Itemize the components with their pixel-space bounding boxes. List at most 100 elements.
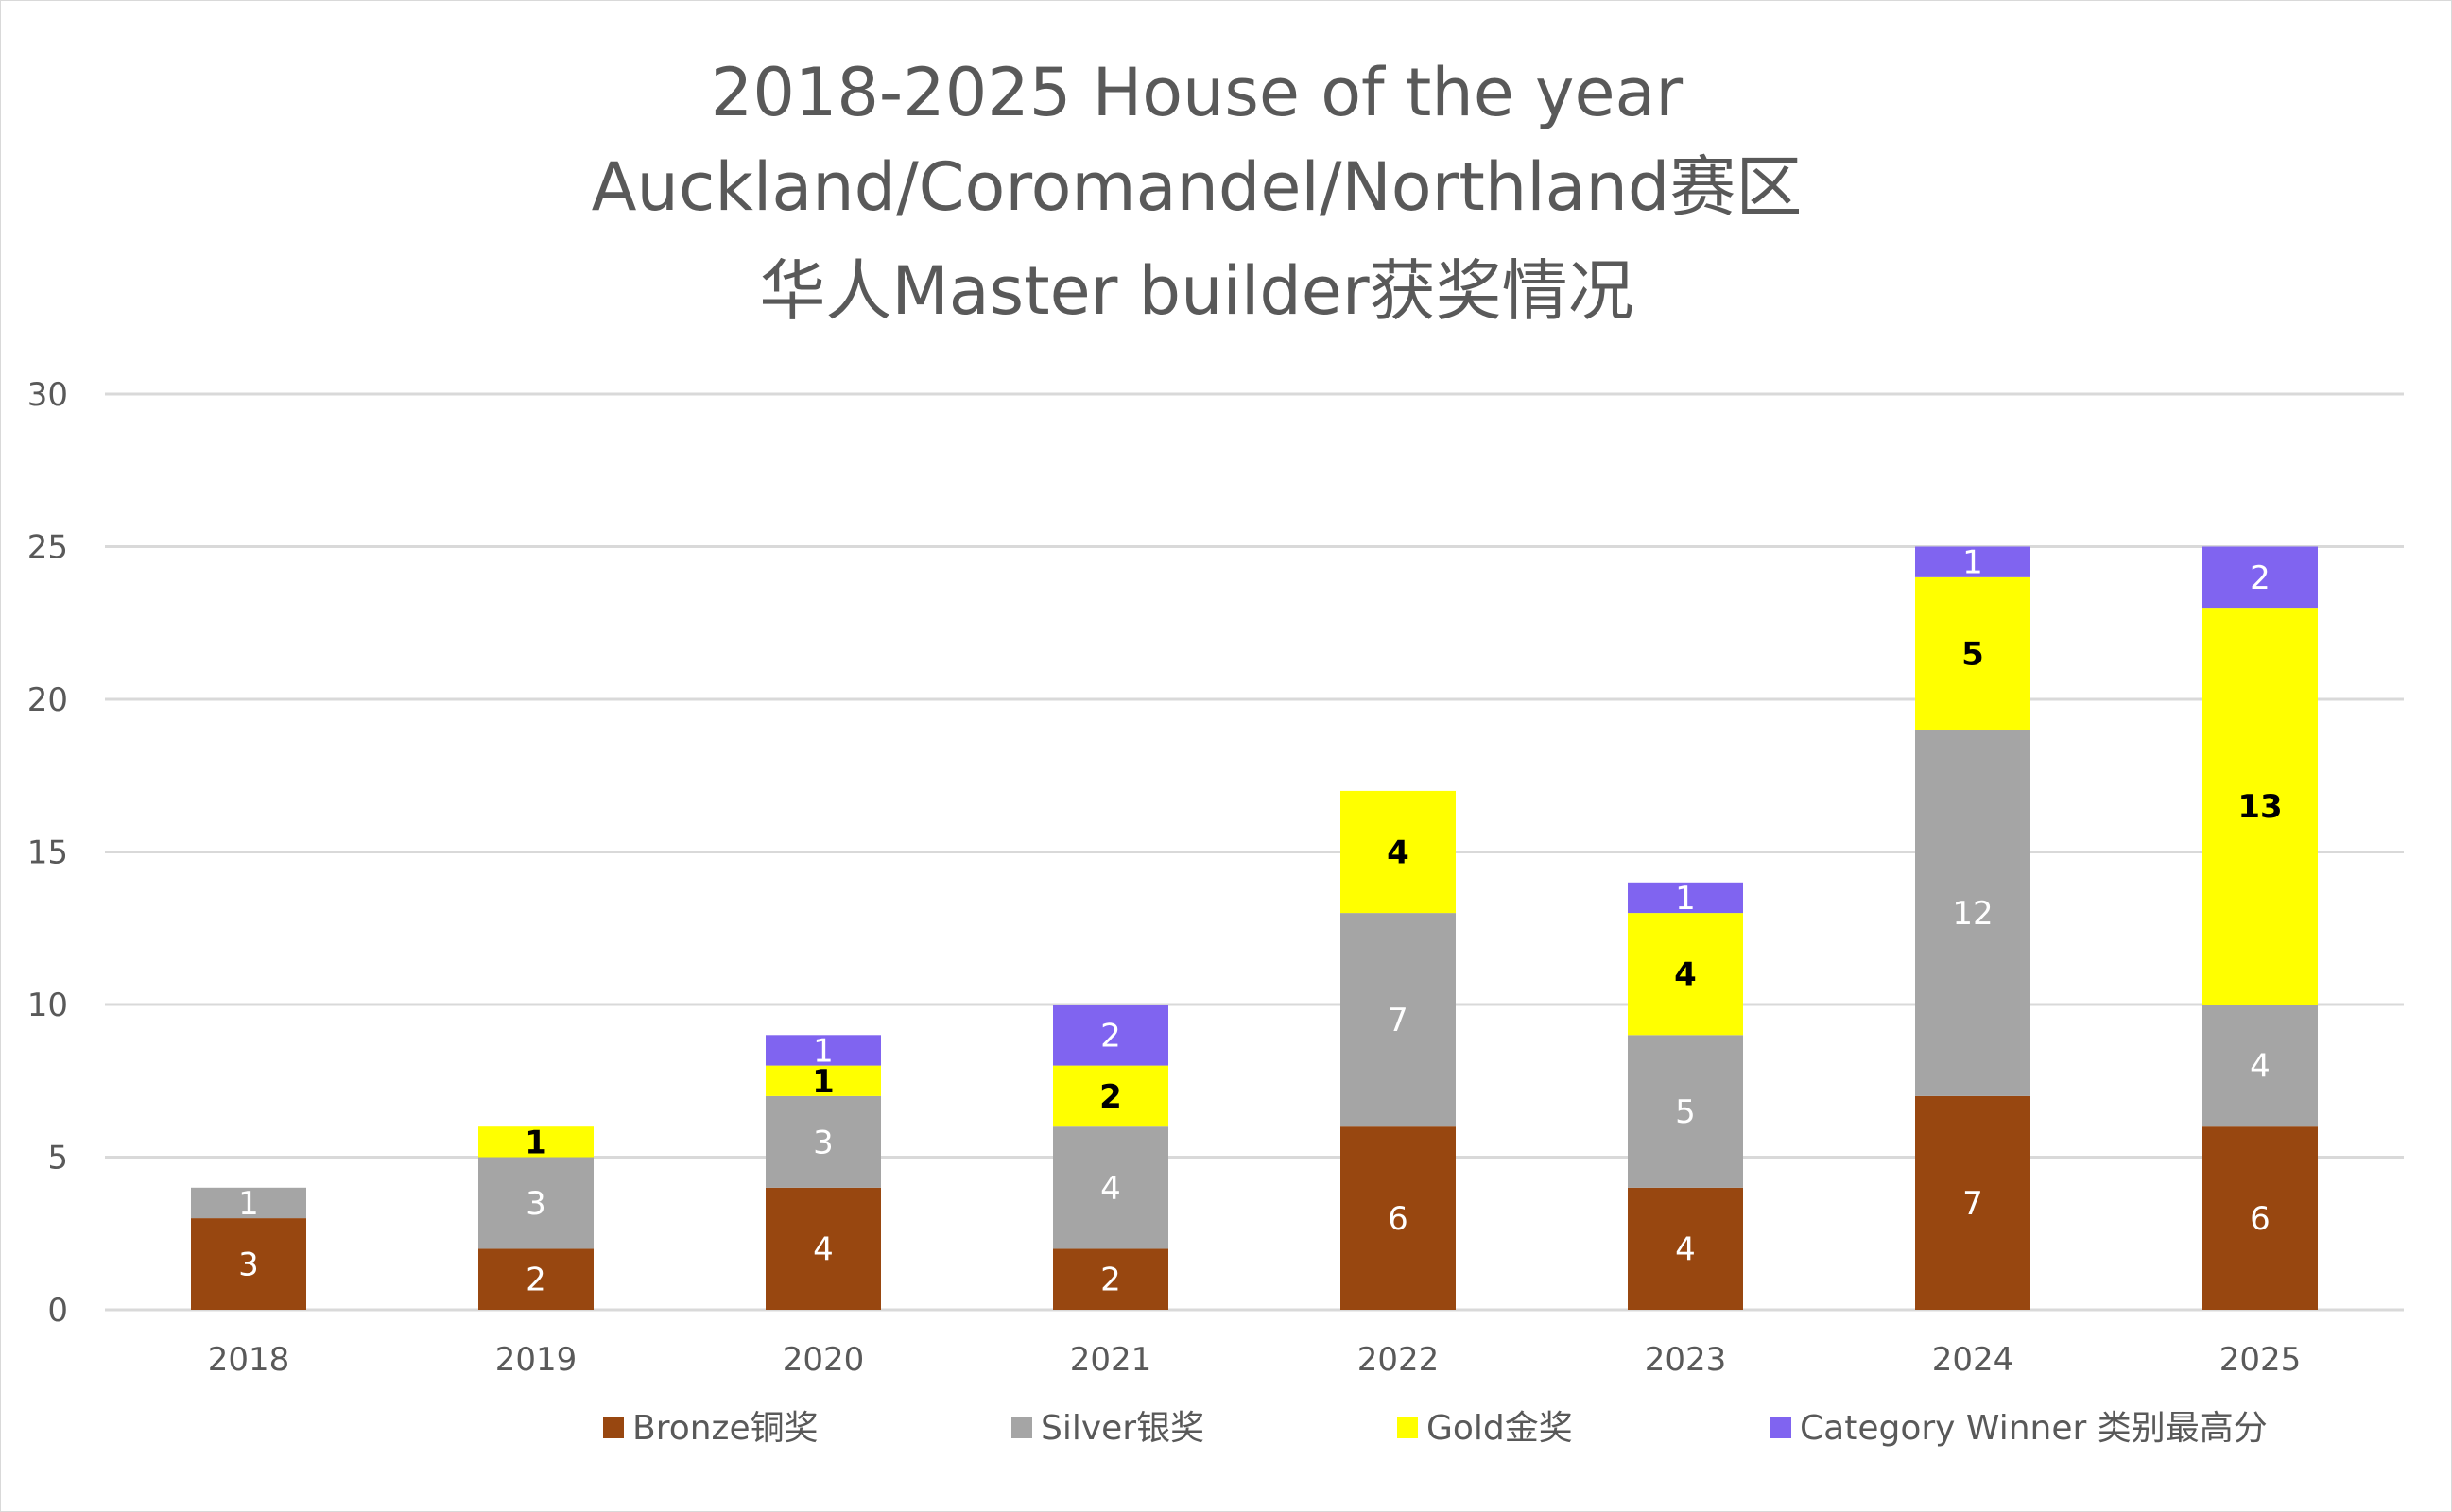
data-label: 2 xyxy=(1099,1078,1122,1116)
data-label: 3 xyxy=(238,1246,259,1284)
data-label: 4 xyxy=(2250,1048,2271,1086)
data-label: 12 xyxy=(1952,895,1993,933)
x-tick-label: 2025 xyxy=(2219,1341,2302,1379)
y-tick-label: 15 xyxy=(27,834,68,872)
legend-swatch xyxy=(1011,1418,1032,1438)
y-axis-ticks: 0 5 10 15 20 25 30 xyxy=(27,376,68,1330)
legend-item: Category Winner 类别最高分 xyxy=(1770,1409,2268,1448)
gridlines xyxy=(105,392,2404,1312)
x-tick-label: 2019 xyxy=(495,1341,578,1379)
x-tick-label: 2018 xyxy=(208,1341,290,1379)
data-label: 4 xyxy=(813,1230,834,1268)
data-label: 1 xyxy=(813,1032,834,1070)
data-label: 7 xyxy=(1962,1185,1983,1223)
bar-stack-2024: 7 12 5 1 xyxy=(1915,544,2030,1310)
data-label: 1 xyxy=(1962,544,1983,582)
y-tick-label: 20 xyxy=(27,681,68,719)
x-tick-label: 2020 xyxy=(783,1341,865,1379)
bar-segment xyxy=(1628,882,1743,914)
legend-label: Silver银奖 xyxy=(1041,1409,1204,1448)
data-label: 7 xyxy=(1388,1002,1408,1040)
bar-segment xyxy=(2202,608,2318,1005)
bar-stack-2025: 6 4 13 2 xyxy=(2202,546,2318,1310)
data-label: 1 xyxy=(525,1124,547,1161)
x-tick-label: 2022 xyxy=(1357,1341,1440,1379)
bar-segment xyxy=(1053,1005,1168,1066)
bar-segment xyxy=(766,1095,881,1188)
bar-stack-2022: 6 7 4 xyxy=(1340,790,1456,1310)
bar-segment xyxy=(1915,576,2030,730)
data-label: 3 xyxy=(813,1124,834,1161)
title-line-3: 华人Master builder获奖情况 xyxy=(759,252,1633,330)
bar-stack-2019: 2 3 1 xyxy=(478,1124,594,1310)
data-label: 5 xyxy=(1675,1093,1696,1131)
legend: Bronze铜奖 Silver银奖 Gold金奖 Category Winner 类别… xyxy=(603,1409,2268,1448)
y-tick-label: 25 xyxy=(27,529,68,567)
bar-segment xyxy=(1340,1126,1456,1310)
data-label: 2 xyxy=(526,1262,546,1299)
legend-label: Category Winner 类别最高分 xyxy=(1800,1409,2268,1448)
x-tick-label: 2023 xyxy=(1645,1341,1727,1379)
title-line-2: Auckland/Coromandel/Northland赛区 xyxy=(592,148,1803,226)
legend-swatch xyxy=(603,1418,624,1438)
bar-segment xyxy=(191,1218,306,1310)
legend-swatch xyxy=(1770,1418,1791,1438)
data-label: 4 xyxy=(1100,1170,1121,1208)
bar-segment xyxy=(478,1248,594,1310)
data-label: 1 xyxy=(1675,880,1696,918)
legend-label: Gold金奖 xyxy=(1426,1409,1573,1448)
bar-segment xyxy=(2202,1126,2318,1310)
data-label: 1 xyxy=(238,1185,259,1223)
bar-stack-2021: 2 4 2 2 xyxy=(1053,1005,1168,1310)
y-tick-label: 10 xyxy=(27,987,68,1024)
y-tick-label: 5 xyxy=(47,1140,68,1177)
bar-segment xyxy=(766,1187,881,1310)
x-axis-ticks: 2018 2019 2020 2021 2022 2023 2024 2025 xyxy=(208,1341,2302,1379)
bar-segment xyxy=(766,1035,881,1066)
data-label: 6 xyxy=(1388,1200,1408,1238)
bar-segment xyxy=(2202,546,2318,609)
data-label: 2 xyxy=(1100,1017,1121,1055)
bar-segment xyxy=(1915,730,2030,1096)
bar-segment xyxy=(766,1065,881,1096)
chart-title: 2018-2025 House of the year Auckland/Cor… xyxy=(592,54,1803,330)
bar-segment xyxy=(1628,913,1743,1036)
bar-segment xyxy=(1053,1248,1168,1310)
data-label: 2 xyxy=(2250,559,2271,597)
bar-stack-2020: 4 3 11 xyxy=(766,1032,881,1310)
data-label: 4 xyxy=(1675,1230,1696,1268)
bar-segment xyxy=(1628,1035,1743,1188)
x-tick-label: 2021 xyxy=(1070,1341,1152,1379)
data-label: 2 xyxy=(1100,1262,1121,1299)
data-label: 4 xyxy=(1387,834,1409,872)
legend-item: Bronze铜奖 xyxy=(603,1409,819,1448)
legend-item: Silver银奖 xyxy=(1011,1409,1204,1448)
y-tick-label: 30 xyxy=(27,376,68,414)
bar-segment xyxy=(1915,1095,2030,1310)
x-tick-label: 2024 xyxy=(1932,1341,2014,1379)
bar-segment xyxy=(2202,1005,2318,1127)
y-tick-label: 0 xyxy=(47,1292,68,1330)
data-label: 5 xyxy=(1961,636,1984,674)
bar-segment xyxy=(1915,546,2030,577)
legend-label: Bronze铜奖 xyxy=(632,1409,819,1448)
bar-segment xyxy=(1340,913,1456,1127)
bar-stack-2023: 4 5 4 1 xyxy=(1628,880,1743,1310)
data-label: 3 xyxy=(526,1185,546,1223)
bar-stack-2018: 31 xyxy=(191,1185,306,1310)
bar-segment xyxy=(1340,790,1456,914)
data-label: 13 xyxy=(2237,788,2282,826)
data-label: 6 xyxy=(2250,1200,2271,1238)
legend-swatch xyxy=(1397,1418,1418,1438)
data-label: 4 xyxy=(1674,956,1697,994)
bar-segment xyxy=(1053,1126,1168,1249)
bar-segment xyxy=(1628,1187,1743,1310)
legend-item: Gold金奖 xyxy=(1397,1409,1573,1448)
data-label: 1 xyxy=(812,1063,835,1101)
bar-segment xyxy=(1053,1065,1168,1127)
bar-segment xyxy=(478,1157,594,1249)
title-line-1: 2018-2025 House of the year xyxy=(711,54,1684,131)
bar-segment xyxy=(478,1126,594,1158)
